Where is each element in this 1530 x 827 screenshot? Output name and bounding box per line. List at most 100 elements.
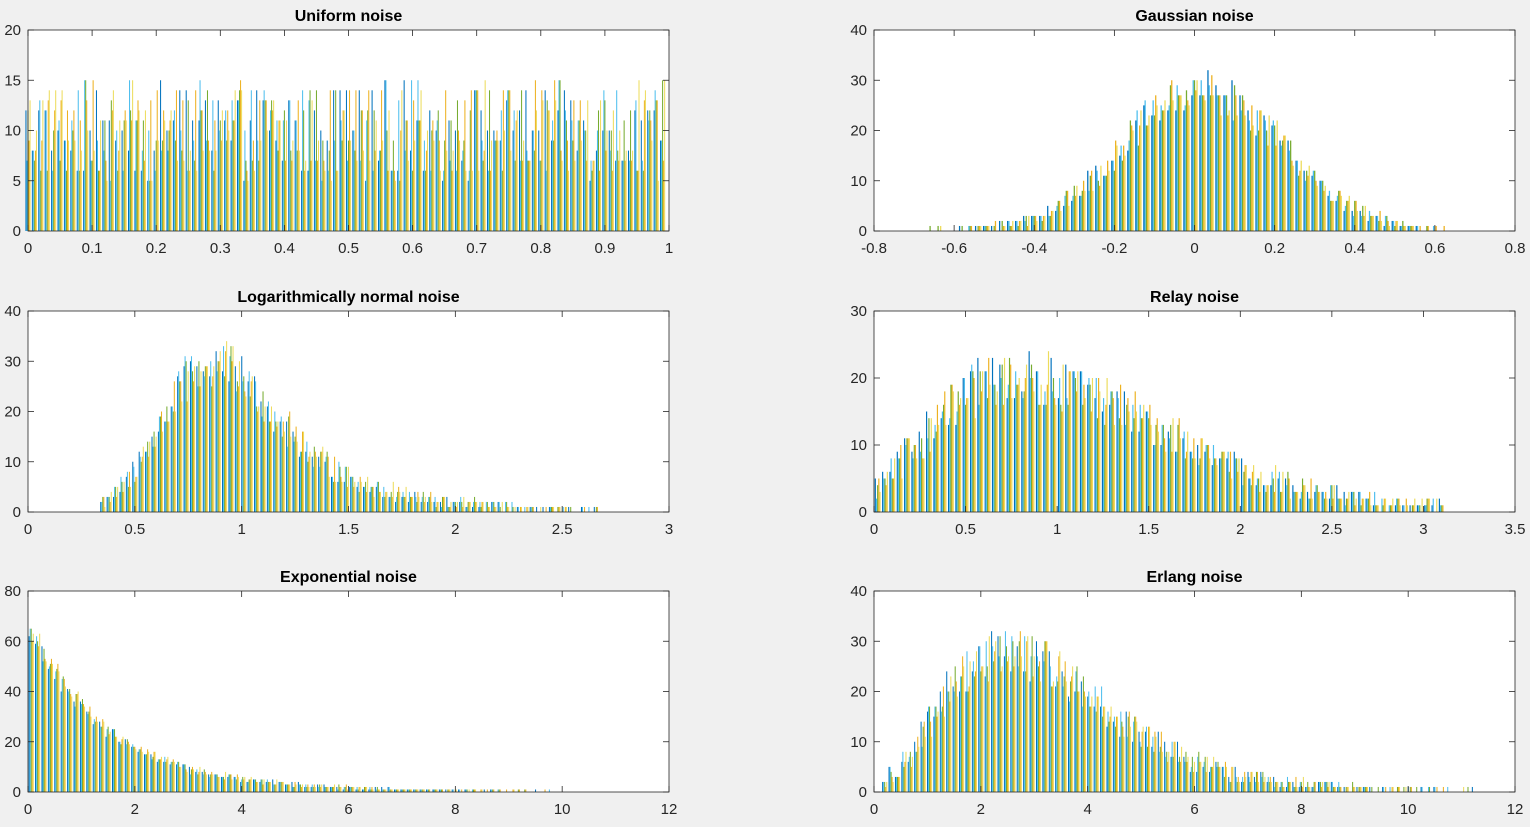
bar-series-2 <box>1094 686 1096 792</box>
bar-series-5 <box>1001 666 1003 793</box>
bar-series-2 <box>491 789 493 792</box>
bar-series-5 <box>237 776 239 792</box>
bar-series-4 <box>907 438 909 512</box>
bar-series-5 <box>923 458 925 512</box>
bar-series-4 <box>1010 225 1013 231</box>
bar-series-1 <box>435 130 437 231</box>
bar-series-2 <box>372 170 374 231</box>
x-tick-label: 0.8 <box>1505 240 1526 257</box>
bar-series-1 <box>73 701 75 792</box>
bar-series-3 <box>1330 200 1332 231</box>
bar-series-3 <box>1243 781 1245 792</box>
bar-series-1 <box>252 779 255 792</box>
bar-series-4 <box>252 140 254 231</box>
bar-series-1 <box>901 761 903 792</box>
bar-series-4 <box>487 506 489 512</box>
bar-series-5 <box>394 180 396 231</box>
bar-series-3 <box>440 789 442 792</box>
bar-series-1 <box>395 501 397 512</box>
bar-series-4 <box>974 671 976 792</box>
bar-series-1 <box>1029 681 1031 792</box>
bar-series-1 <box>1221 766 1223 793</box>
bar-series-3 <box>166 406 168 512</box>
bar-series-3 <box>341 140 343 231</box>
bar-series-3 <box>33 160 35 231</box>
bar-series-2 <box>1190 451 1193 512</box>
bar-series-4 <box>1218 766 1220 793</box>
bar-series-4 <box>579 100 581 231</box>
bar-series-2 <box>498 501 500 512</box>
bar-series-3 <box>239 90 241 231</box>
bar-series-3 <box>1409 786 1411 792</box>
bar-series-2 <box>152 446 154 512</box>
bar-series-1 <box>183 366 185 512</box>
bar-series-5 <box>1370 505 1372 512</box>
bar-series-1 <box>273 431 275 512</box>
bar-series-4 <box>63 678 65 792</box>
bar-series-5 <box>1194 458 1196 512</box>
bar-series-4 <box>1215 458 1217 512</box>
bar-series-1 <box>1228 776 1230 792</box>
bar-series-2 <box>1212 445 1215 512</box>
bar-series-1 <box>1015 220 1017 231</box>
bar-series-4 <box>1354 505 1356 512</box>
bar-series-5 <box>187 371 189 512</box>
bar-series-2 <box>1320 180 1323 231</box>
x-tick-label: 0.7 <box>466 240 487 257</box>
bar-series-5 <box>225 771 227 792</box>
bar-series-1 <box>365 180 367 231</box>
bar-series-1 <box>1306 491 1309 512</box>
bar-series-5 <box>561 160 563 231</box>
bar-series-5 <box>1033 391 1035 512</box>
bar-series-5 <box>1040 681 1042 792</box>
bar-series-1 <box>1016 646 1018 792</box>
bar-series-4 <box>207 140 210 231</box>
bar-series-5 <box>119 120 121 231</box>
bar-series-2 <box>319 466 321 512</box>
bar-series-5 <box>123 481 125 512</box>
bar-series-4 <box>1141 731 1143 792</box>
bar-series-3 <box>1322 180 1324 231</box>
bar-series-2 <box>321 180 323 231</box>
bar-series-2 <box>364 486 366 513</box>
bar-series-3 <box>1089 706 1091 792</box>
bar-series-4 <box>1149 404 1151 512</box>
bar-series-4 <box>435 789 437 792</box>
bar-series-4 <box>1303 485 1305 512</box>
bar-series-5 <box>527 506 529 512</box>
bar-series-4 <box>272 110 274 231</box>
bar-series-5 <box>1245 465 1247 512</box>
bar-series-1 <box>1359 210 1361 231</box>
bar-series-4 <box>522 160 524 231</box>
bar-series-5 <box>548 110 550 231</box>
bar-series-1 <box>166 130 168 231</box>
bar-series-2 <box>165 421 167 512</box>
bar-series-2 <box>654 90 656 231</box>
bar-series-4 <box>1034 215 1037 231</box>
bar-series-4 <box>143 160 145 231</box>
bar-series-2 <box>908 756 910 792</box>
bar-series-5 <box>308 786 310 792</box>
bar-series-1 <box>266 406 268 512</box>
bar-series-3 <box>290 150 292 231</box>
bar-series-2 <box>1024 636 1026 792</box>
x-tick-label: 0.2 <box>1264 240 1285 257</box>
bar-series-2 <box>177 761 179 792</box>
bar-series-2 <box>366 120 368 231</box>
bar-series-2 <box>346 160 348 231</box>
bar-series-1 <box>31 150 33 231</box>
bar-series-2 <box>471 789 473 792</box>
bar-series-1 <box>1343 210 1345 231</box>
bar-series-3 <box>546 100 548 231</box>
bar-series-1 <box>401 496 403 512</box>
bar-series-5 <box>282 781 284 792</box>
bar-series-4 <box>951 384 953 512</box>
bar-series-5 <box>1267 485 1269 512</box>
bar-series-5 <box>1284 135 1286 231</box>
bar-series-3 <box>386 130 388 231</box>
bar-series-2 <box>1274 786 1276 792</box>
bar-series-2 <box>1376 215 1379 231</box>
bar-series-4 <box>217 776 219 792</box>
bar-series-1 <box>570 100 572 231</box>
bar-series-1 <box>1035 641 1037 792</box>
